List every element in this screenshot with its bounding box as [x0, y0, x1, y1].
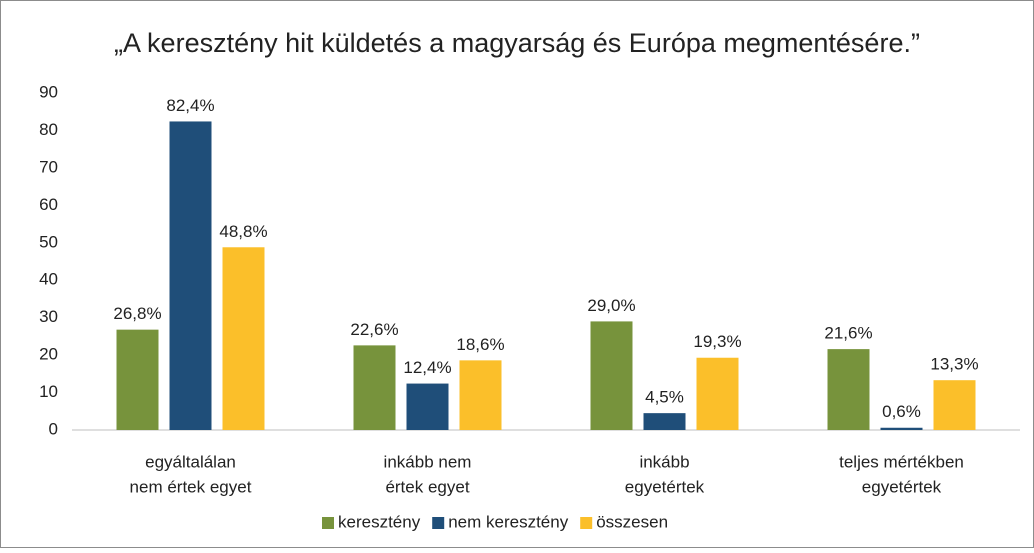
x-tick-label: egyetértek — [625, 477, 705, 496]
y-tick-label: 90 — [39, 82, 58, 101]
bar — [696, 357, 739, 430]
chart-title: „A keresztény hit küldetés a magyarság é… — [114, 28, 920, 58]
bar — [406, 383, 449, 430]
data-label: 26,8% — [113, 304, 161, 323]
bar — [827, 349, 870, 430]
bar — [933, 380, 976, 430]
legend-label: keresztény — [338, 512, 421, 531]
x-tick-label: nem értek egyet — [130, 477, 252, 496]
y-tick-label: 10 — [39, 382, 58, 401]
data-label: 19,3% — [693, 332, 741, 351]
data-label: 13,3% — [930, 355, 978, 374]
bar — [643, 413, 686, 430]
bar — [116, 329, 159, 430]
bar — [222, 247, 265, 430]
data-label: 29,0% — [587, 296, 635, 315]
bar — [353, 345, 396, 430]
y-tick-label: 30 — [39, 307, 58, 326]
data-label: 82,4% — [166, 96, 214, 115]
data-label: 48,8% — [219, 222, 267, 241]
data-label: 0,6% — [882, 402, 921, 421]
data-label: 18,6% — [456, 335, 504, 354]
y-tick-label: 60 — [39, 195, 58, 214]
y-tick-label: 0 — [49, 419, 58, 438]
legend-swatch — [580, 517, 593, 529]
y-tick-label: 80 — [39, 120, 58, 139]
bar — [459, 360, 502, 430]
legend-label: összesen — [596, 512, 668, 531]
y-tick-label: 50 — [39, 232, 58, 251]
data-label: 22,6% — [350, 320, 398, 339]
y-tick-label: 40 — [39, 270, 58, 289]
x-tick-label: egyetértek — [862, 477, 942, 496]
data-label: 21,6% — [824, 324, 872, 343]
legend-swatch — [322, 517, 334, 529]
legend-label: nem keresztény — [448, 512, 568, 531]
data-label: 12,4% — [403, 358, 451, 377]
x-tick-label: inkább — [639, 452, 689, 471]
y-tick-label: 70 — [39, 157, 58, 176]
data-label: 4,5% — [645, 388, 684, 407]
x-tick-label: értek egyet — [385, 477, 469, 496]
x-tick-label: teljes mértékben — [839, 452, 964, 471]
legend-swatch — [432, 517, 445, 529]
bar — [880, 427, 923, 430]
x-tick-label: egyáltalálan — [145, 452, 236, 471]
y-tick-label: 20 — [39, 345, 58, 364]
x-tick-label: inkább nem — [384, 452, 472, 471]
bar — [169, 121, 212, 431]
bar — [590, 321, 633, 430]
